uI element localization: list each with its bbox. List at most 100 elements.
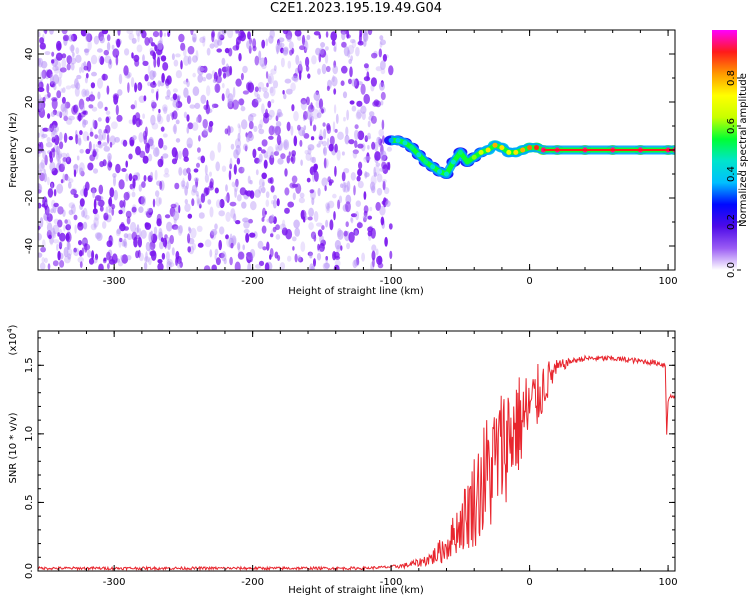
- noise-blob: [341, 65, 348, 74]
- noise-blob: [97, 101, 104, 109]
- noise-blob: [307, 144, 315, 151]
- noise-blob: [337, 229, 344, 240]
- noise-blob: [341, 171, 346, 182]
- spectrogram-x-label: Height of straight line (km): [288, 286, 424, 297]
- noise-blob: [163, 32, 167, 37]
- noise-blob: [378, 82, 385, 91]
- noise-blob: [316, 143, 321, 148]
- noise-blob: [386, 162, 390, 170]
- noise-blob: [135, 30, 141, 37]
- noise-blob: [193, 168, 199, 173]
- noise-blob: [351, 78, 357, 87]
- noise-blob: [180, 60, 183, 70]
- noise-blob: [155, 48, 163, 56]
- noise-blob: [275, 144, 279, 151]
- noise-blob: [355, 46, 360, 57]
- noise-blob: [87, 39, 92, 51]
- noise-blob: [84, 214, 90, 220]
- noise-blob: [219, 226, 225, 235]
- noise-blob: [214, 253, 217, 261]
- noise-blob: [187, 45, 195, 55]
- noise-blob: [329, 219, 334, 231]
- noise-blob: [317, 68, 321, 75]
- noise-blob: [88, 141, 92, 152]
- noise-blob: [142, 54, 145, 63]
- noise-blob: [208, 120, 214, 127]
- noise-blob: [261, 139, 268, 147]
- noise-blob: [378, 48, 382, 58]
- noise-blob: [62, 158, 66, 168]
- noise-blob: [68, 115, 75, 121]
- noise-blob: [150, 230, 154, 241]
- noise-blob: [39, 217, 44, 228]
- noise-blob: [313, 258, 316, 267]
- noise-blob: [131, 204, 137, 215]
- noise-blob: [364, 172, 370, 178]
- noise-blob: [247, 133, 254, 142]
- noise-blob: [83, 65, 89, 71]
- noise-blob: [157, 158, 164, 168]
- noise-blob: [213, 39, 220, 48]
- ridge-point: [513, 149, 519, 155]
- noise-blob: [358, 32, 362, 44]
- noise-blob: [261, 63, 267, 70]
- noise-blob: [367, 132, 371, 139]
- noise-blob: [282, 47, 289, 55]
- noise-blob: [123, 226, 129, 231]
- noise-blob: [277, 39, 280, 46]
- noise-blob: [297, 124, 301, 131]
- noise-blob: [118, 209, 123, 215]
- noise-blob: [364, 171, 368, 179]
- noise-blob: [341, 151, 345, 156]
- ridge-point: [444, 171, 449, 177]
- noise-blob: [52, 74, 60, 85]
- noise-blob: [255, 97, 262, 103]
- noise-blob: [170, 203, 177, 209]
- noise-blob: [161, 72, 165, 83]
- noise-blob: [47, 92, 51, 98]
- noise-blob: [325, 46, 329, 51]
- noise-blob: [254, 189, 261, 198]
- noise-blob: [268, 109, 275, 118]
- noise-blob: [355, 200, 361, 207]
- noise-blob: [178, 150, 182, 160]
- noise-blob: [306, 34, 311, 41]
- noise-blob: [175, 70, 182, 79]
- noise-blob: [290, 82, 296, 92]
- noise-blob: [59, 232, 66, 242]
- noise-blob: [67, 248, 73, 256]
- noise-blob: [143, 95, 147, 102]
- noise-blob: [105, 116, 110, 124]
- noise-blob: [131, 52, 134, 59]
- noise-blob: [234, 261, 241, 270]
- x-tick-label: -100: [380, 276, 403, 287]
- noise-blob: [332, 193, 337, 199]
- noise-blob: [309, 114, 312, 122]
- noise-blob: [282, 219, 286, 228]
- noise-blob: [311, 197, 315, 206]
- noise-blob: [340, 245, 343, 251]
- noise-blob: [162, 62, 169, 71]
- noise-blob: [74, 224, 77, 234]
- noise-blob: [66, 63, 71, 71]
- noise-blob: [59, 111, 63, 119]
- noise-blob: [87, 250, 92, 258]
- noise-blob: [326, 137, 330, 149]
- noise-blob: [381, 161, 387, 170]
- noise-blob: [363, 93, 371, 105]
- noise-blob: [332, 65, 339, 75]
- y-tick-label: -20: [24, 190, 35, 206]
- noise-blob: [51, 124, 56, 136]
- noise-blob: [150, 171, 154, 179]
- snr-frame: [37, 330, 676, 572]
- noise-blob: [344, 134, 350, 145]
- noise-blob: [280, 153, 286, 160]
- noise-blob: [247, 262, 252, 270]
- noise-blob: [263, 159, 268, 169]
- noise-blob: [38, 57, 41, 66]
- noise-blob: [97, 199, 105, 207]
- noise-blob: [370, 115, 377, 124]
- noise-blob: [98, 55, 102, 64]
- colorbar-tick-label: 0.6: [726, 118, 737, 134]
- noise-blob: [40, 246, 46, 253]
